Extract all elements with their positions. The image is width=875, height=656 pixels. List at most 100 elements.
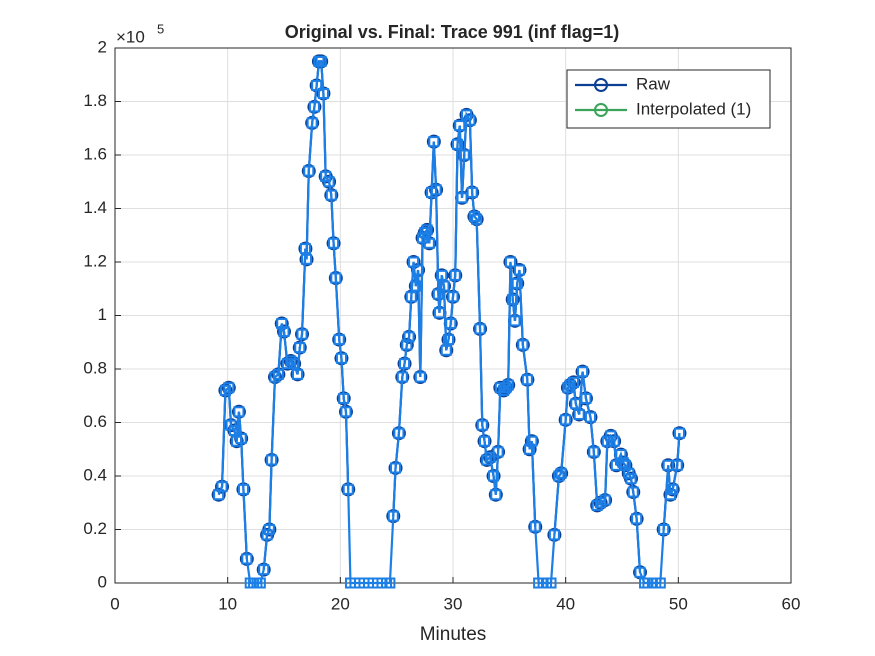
marker	[452, 138, 464, 150]
legend-marker	[594, 78, 608, 92]
marker	[419, 227, 431, 239]
marker	[428, 136, 440, 148]
marker	[340, 406, 352, 418]
marker	[311, 79, 323, 91]
marker	[456, 192, 468, 204]
plot-frame	[114, 47, 792, 584]
y-tick-label: 0.6	[83, 412, 107, 431]
marker	[330, 272, 342, 284]
marker	[449, 269, 461, 281]
marker	[278, 326, 290, 338]
x-tick-label: 20	[331, 594, 350, 613]
legend-label: Raw	[636, 74, 671, 93]
marker	[504, 256, 516, 268]
y-tick-label: 1.4	[83, 198, 107, 217]
x-tick-label: 30	[444, 594, 463, 613]
marker	[258, 564, 270, 576]
y-tick-label: 0.8	[83, 358, 107, 377]
legend: Raw Interpolated (1)	[566, 69, 771, 129]
marker	[333, 334, 345, 346]
y-tick-label: 0.4	[83, 465, 107, 484]
marker	[315, 55, 327, 67]
y-tick-label: 1	[98, 305, 107, 324]
marker	[564, 379, 576, 391]
x-tick-label: 60	[782, 594, 801, 613]
marker	[573, 408, 585, 420]
y-tick-label: 0	[98, 572, 107, 591]
marker	[560, 414, 572, 426]
marker	[577, 366, 589, 378]
marker	[432, 288, 444, 300]
marker	[292, 368, 304, 380]
marker	[390, 462, 402, 474]
marker	[299, 243, 311, 255]
marker	[317, 87, 329, 99]
marker	[464, 114, 476, 126]
marker	[438, 280, 450, 292]
marker	[671, 459, 683, 471]
marker	[548, 529, 560, 541]
marker	[466, 186, 478, 198]
marker	[263, 524, 275, 535]
marker	[433, 307, 445, 319]
marker	[568, 376, 580, 388]
marker	[476, 419, 488, 431]
marker	[631, 513, 643, 525]
marker	[507, 293, 519, 305]
marker	[219, 384, 231, 396]
marker	[584, 411, 596, 423]
marker	[570, 398, 582, 410]
marker	[323, 176, 335, 188]
marker	[599, 494, 611, 506]
x-tick-label: 0	[110, 594, 119, 613]
legend-label: Interpolated (1)	[636, 99, 751, 118]
y-tick-label: 2	[98, 37, 107, 56]
y-exponent: 5	[157, 21, 164, 36]
marker	[325, 189, 337, 201]
marker	[580, 392, 592, 404]
x-tick-label: 50	[669, 594, 688, 613]
marker	[223, 382, 235, 394]
marker	[241, 553, 253, 565]
marker	[328, 237, 340, 249]
marker	[488, 470, 500, 482]
marker	[235, 433, 247, 445]
series	[213, 55, 685, 589]
marker	[414, 371, 426, 383]
y-tick-label: 0.2	[83, 519, 107, 538]
marker	[458, 149, 470, 161]
y-tick-label: 1.2	[83, 251, 107, 270]
marker	[588, 446, 600, 458]
marker	[492, 446, 504, 458]
marker	[474, 323, 486, 335]
marker	[303, 165, 315, 177]
marker	[211, 487, 226, 502]
marker	[617, 457, 629, 469]
x-tick-label: 10	[218, 594, 237, 613]
marker	[306, 117, 318, 129]
marker	[430, 184, 442, 196]
marker	[509, 315, 521, 327]
marker	[445, 318, 457, 330]
marker	[410, 280, 422, 292]
marker	[233, 406, 245, 418]
marker	[658, 524, 670, 535]
marker	[308, 101, 320, 113]
marker	[405, 291, 417, 303]
marker	[479, 435, 491, 447]
marker	[283, 353, 298, 368]
marker	[296, 328, 308, 340]
marker	[294, 342, 306, 354]
marker	[454, 120, 466, 132]
marker	[269, 371, 281, 383]
marker	[254, 577, 266, 589]
marker	[468, 211, 480, 223]
marker	[440, 344, 452, 356]
marker	[399, 358, 411, 370]
marker	[511, 277, 523, 289]
marker	[634, 566, 646, 578]
marker	[494, 382, 506, 394]
marker	[288, 358, 300, 370]
y-tick-label: 1.8	[83, 91, 107, 110]
